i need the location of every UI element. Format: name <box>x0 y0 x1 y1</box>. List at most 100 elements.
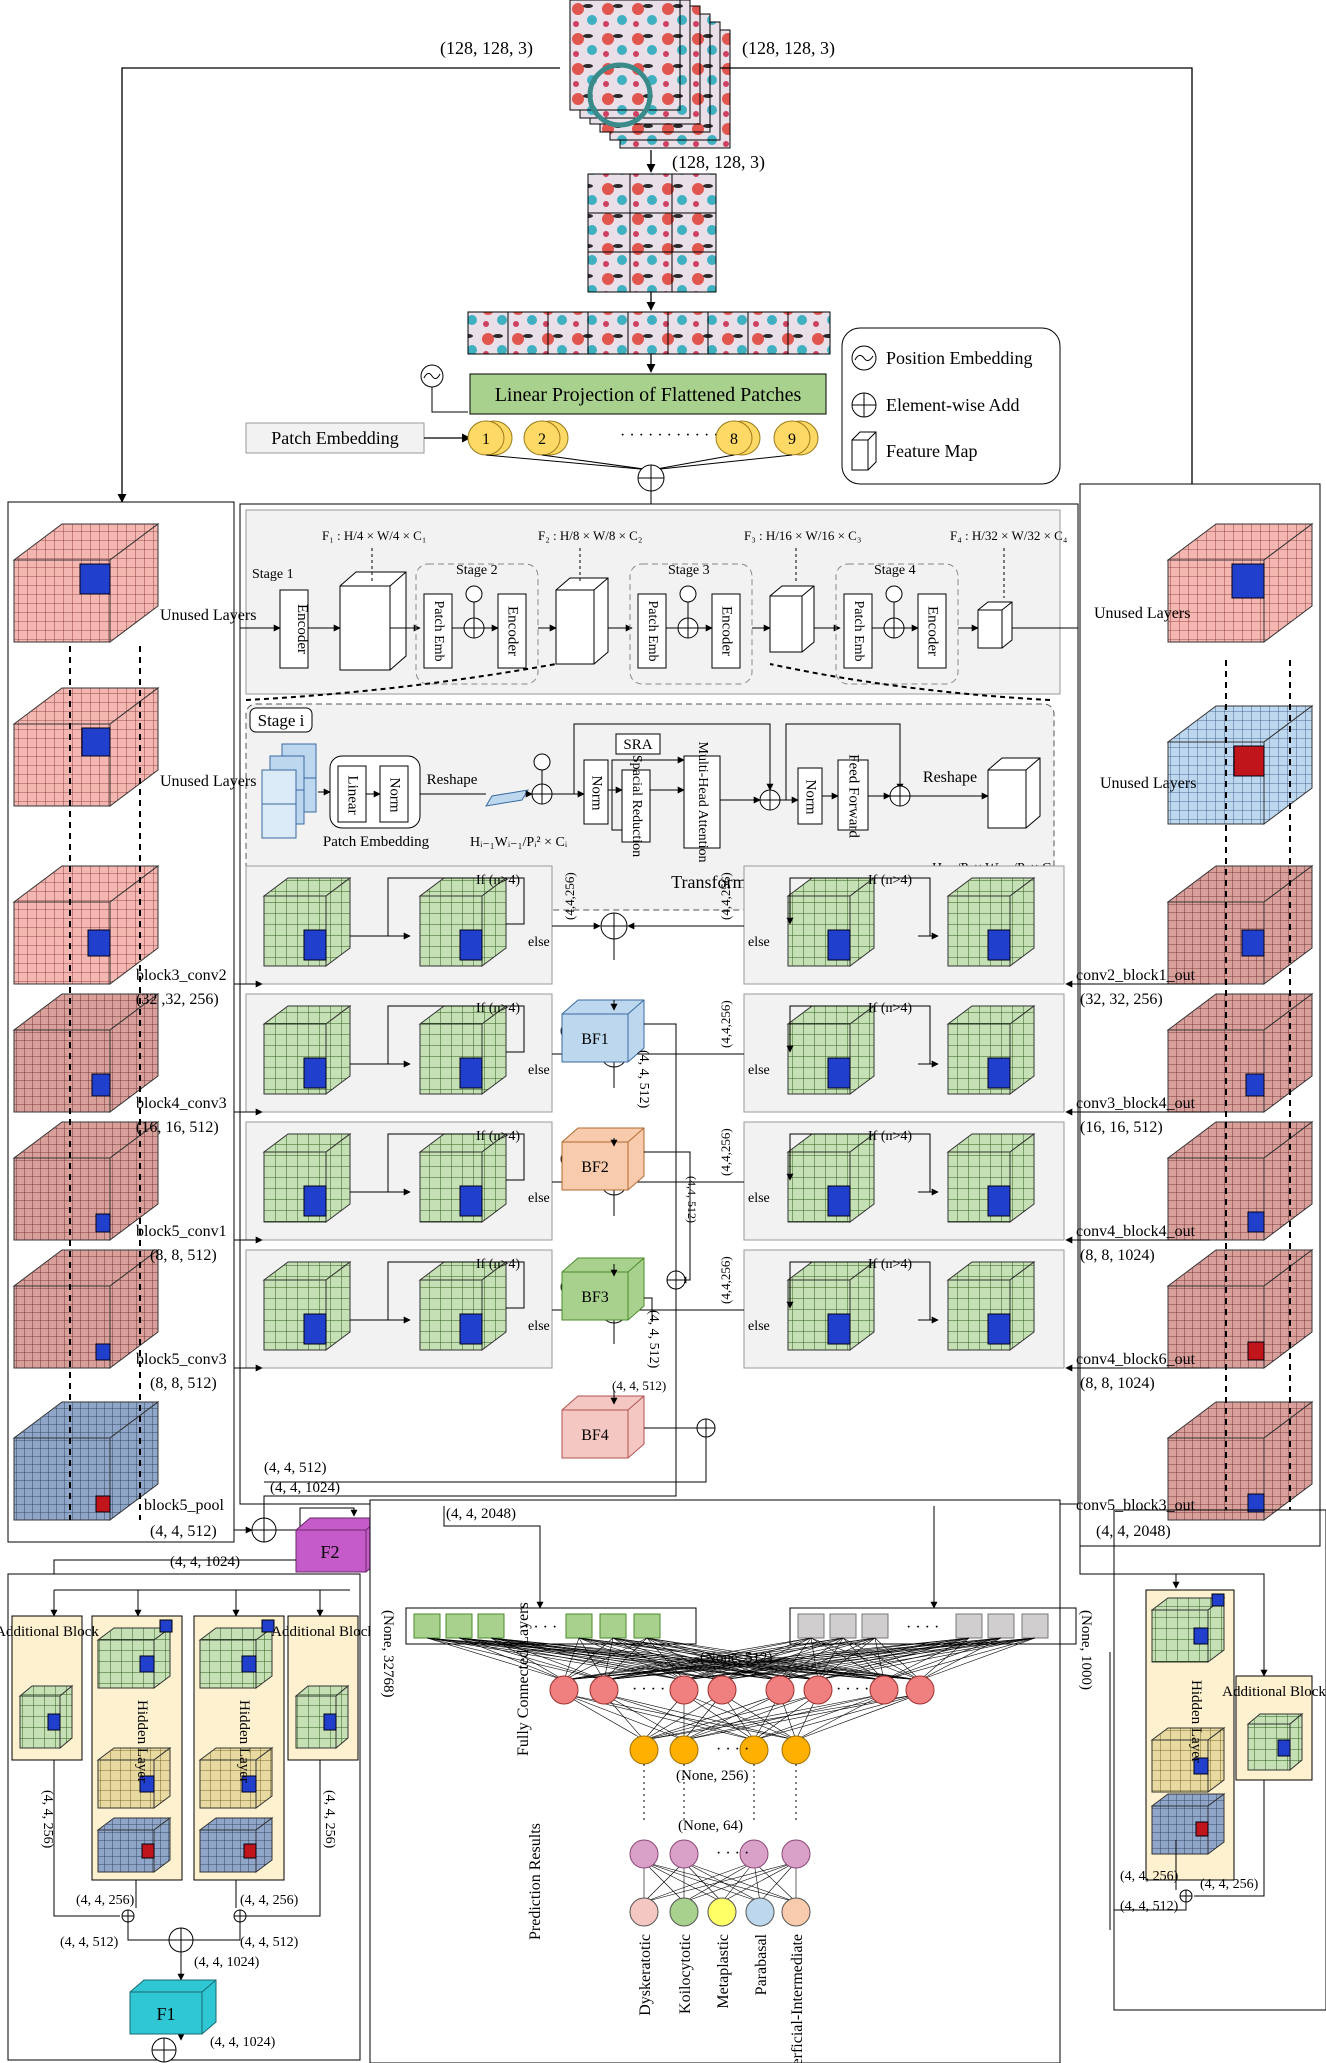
svg-text:Feed Forward: Feed Forward <box>846 754 862 838</box>
dim-32768: (None, 32768) <box>380 1610 396 1697</box>
svg-text:Encoder: Encoder <box>294 604 310 654</box>
svg-text:Stage 4: Stage 4 <box>874 563 916 578</box>
svg-text:(4, 4, 256): (4, 4, 256) <box>1200 1877 1259 1892</box>
feature-unit-green <box>477 1613 505 1639</box>
else-label: else <box>748 1191 770 1206</box>
right-map-c5b3 <box>1166 1401 1314 1521</box>
neuron-512 <box>869 1675 899 1705</box>
svg-text:BF2: BF2 <box>581 1159 609 1176</box>
svg-text:(4, 4, 512): (4, 4, 512) <box>60 1935 119 1950</box>
else-label: else <box>748 1319 770 1334</box>
label-c2b1: conv2_block1_out <box>1076 967 1196 984</box>
stage4-group <box>835 563 959 685</box>
vector-ellipsis: · · · · <box>906 1619 939 1636</box>
fusion-map-a <box>262 877 352 967</box>
svg-text:Norm: Norm <box>803 780 819 815</box>
left-unused-2: Unused Layers <box>160 773 256 790</box>
patched-image <box>587 173 717 293</box>
neuron-512 <box>905 1675 935 1705</box>
svg-text:(4,4, 512): (4,4, 512) <box>685 1176 699 1223</box>
class-label: Metaplastic <box>715 1934 732 2009</box>
input-cube-stack <box>261 743 317 839</box>
label-block5-pool: block5_pool <box>144 1497 225 1514</box>
f3-feature-map <box>769 585 815 653</box>
token-strip <box>485 789 529 807</box>
feature-unit-gray <box>987 1613 1015 1639</box>
fusion-rows: If (n>4) If (n>4) else else (4,4,256) (4,4,25… <box>245 865 1065 1369</box>
svg-text:BF4: BF4 <box>581 1427 609 1444</box>
svg-text:(4, 4, 512): (4, 4, 512) <box>1120 1899 1179 1914</box>
token-9: 9 <box>788 431 796 448</box>
f2-out: (4, 4, 1024) <box>170 1554 240 1570</box>
feature-unit-gray <box>829 1613 857 1639</box>
output-neuron <box>669 1897 699 1927</box>
f2-feature-map <box>555 577 609 665</box>
sra-label: SRA <box>623 737 652 753</box>
f4-label: F₄ : H/32 × W/32 × C₄ <box>950 528 1068 543</box>
right-map-c2b1 <box>1166 865 1314 985</box>
dim-c4b6: (8, 8, 1024) <box>1080 1375 1155 1392</box>
neuron-512 <box>707 1675 737 1705</box>
flattened-patches <box>467 311 831 355</box>
dim-label: (4,4,256) <box>718 1256 733 1304</box>
fusion-map-b <box>418 1261 508 1351</box>
hidden-label: Hidden Layer <box>236 1700 252 1783</box>
svg-text:Spacial Reduction: Spacial Reduction <box>629 755 644 857</box>
class-label: Superficial-Intermediate <box>789 1934 806 2063</box>
feature-unit-green <box>599 1613 627 1639</box>
right-map-c3b4 <box>1166 993 1314 1113</box>
svg-text:(4, 4, 256): (4, 4, 256) <box>76 1893 135 1908</box>
if-label: If (n>4) <box>476 1257 520 1272</box>
output-neuron <box>629 1897 659 1927</box>
output-neuron <box>707 1897 737 1927</box>
dim-block4: (16, 16, 512) <box>136 1119 219 1136</box>
neuron-64 <box>739 1839 769 1869</box>
token-row: 1 2 · · · · · · · · · · · · 8 9 <box>467 420 819 456</box>
output-neuron <box>781 1897 811 1927</box>
f3-label: F₃ : H/16 × W/16 × C₃ <box>744 528 861 543</box>
token-ellipsis: · · · · · · · · · · · · <box>620 427 728 444</box>
additional-label: Additional Block <box>271 1624 375 1640</box>
dim-label: (4,4,256) <box>718 1000 733 1048</box>
dim-pool: (4, 4, 512) <box>150 1523 217 1540</box>
feature-unit-gray <box>861 1613 889 1639</box>
additional-label: Additional Block <box>0 1624 99 1640</box>
stage1-label: Stage 1 <box>252 567 294 582</box>
hidden-map-green <box>198 1627 274 1689</box>
legend-feature: Feature Map <box>886 441 977 461</box>
svg-text:(4, 4, 256): (4, 4, 256) <box>1120 1869 1179 1884</box>
dim-label: (4,4,256) <box>562 872 577 920</box>
neuron-ellipsis: · · · · <box>632 1681 665 1698</box>
sra-norm <box>583 759 609 825</box>
left-map-unused-2 <box>12 687 160 807</box>
else-label: else <box>748 935 770 950</box>
stage3-patch-emb <box>637 593 667 669</box>
fusion-map-b <box>418 1133 508 1223</box>
left-unused-1: Unused Layers <box>160 607 256 624</box>
fusion-map-b <box>418 877 508 967</box>
fusion-map-d <box>946 1005 1036 1095</box>
br-additional-map <box>1246 1712 1304 1772</box>
feature-unit-green <box>413 1613 441 1639</box>
f2-in1: (4, 4, 512) <box>264 1460 327 1476</box>
right-map-c4b6 <box>1166 1249 1314 1369</box>
stage3-encoder <box>711 593 741 669</box>
svg-text:Patch Emb: Patch Emb <box>645 600 660 661</box>
stage3-group <box>629 563 753 685</box>
if-label: If (n>4) <box>476 1129 520 1144</box>
svg-text:(4, 4, 1024): (4, 4, 1024) <box>210 2035 276 2050</box>
feature-unit-gray <box>1021 1613 1049 1639</box>
label-block3-conv2: block3_conv2 <box>136 967 227 984</box>
svg-text:Linear: Linear <box>345 775 361 814</box>
svg-text:Patch Emb: Patch Emb <box>851 600 866 661</box>
dim-512: (None, 512) <box>700 1650 772 1666</box>
stage-i-patch-embedding: Patch Embedding <box>323 834 430 850</box>
label-block5-conv3: block5_conv3 <box>136 1351 227 1368</box>
right-map-c4b4 <box>1166 1121 1314 1241</box>
bottom-right-blocks: Hidden Layer Additional Block <box>1145 1589 1326 1881</box>
if-label: If (n>4) <box>476 1001 520 1016</box>
additional-map <box>294 1684 350 1750</box>
bf1-block <box>561 999 645 1063</box>
neuron-512 <box>589 1675 619 1705</box>
hidden-label: Hidden Layer <box>134 1700 150 1783</box>
